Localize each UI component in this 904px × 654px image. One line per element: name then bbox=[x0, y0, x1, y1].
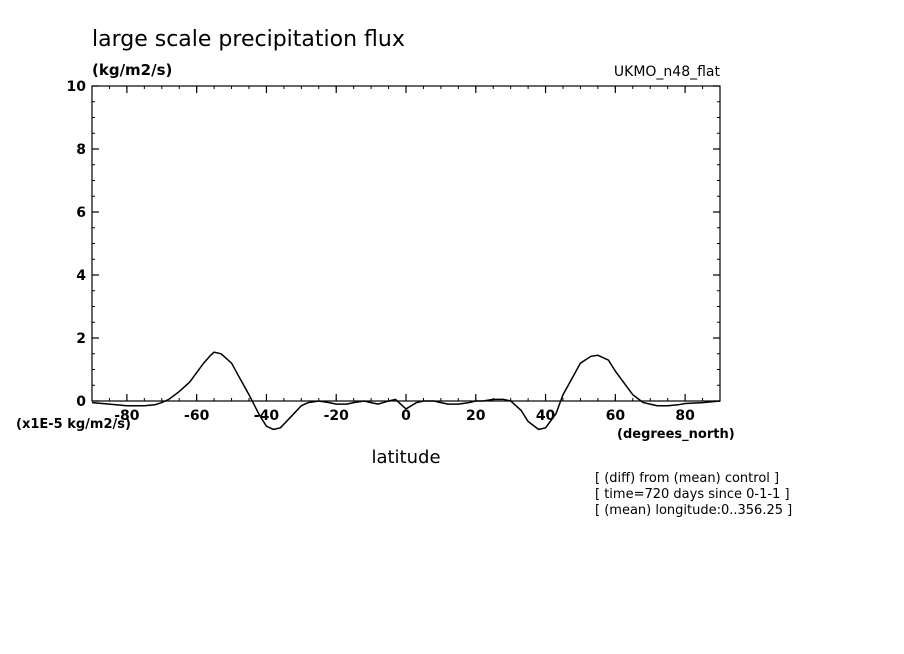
plot-frame bbox=[91, 85, 721, 402]
y-tick-label: 6 bbox=[76, 205, 86, 221]
y-minor-ticks bbox=[92, 85, 720, 402]
chart-units: (kg/m2/s) bbox=[92, 61, 172, 79]
x-tick-label: -60 bbox=[184, 408, 210, 424]
y-tick-labels: 0 2 4 6 8 10 bbox=[67, 79, 87, 410]
x-tick-label: 60 bbox=[606, 408, 626, 424]
y-major-ticks bbox=[92, 85, 720, 402]
y-tick-label: 10 bbox=[67, 79, 87, 95]
x-tick-label: -40 bbox=[254, 408, 280, 424]
y-scale-label: (x1E-5 kg/m2/s) bbox=[16, 417, 131, 432]
note-line-2: [ time=720 days since 0-1-1 ] bbox=[595, 487, 790, 502]
x-axis-label: latitude bbox=[371, 447, 440, 468]
x-tick-label: -20 bbox=[324, 408, 350, 424]
x-tick-label: -80 bbox=[114, 408, 140, 424]
model-label: UKMO_n48_flat bbox=[614, 64, 721, 80]
x-tick-label: 80 bbox=[675, 408, 695, 424]
chart-title: large scale precipitation flux bbox=[92, 27, 405, 52]
x-units-label: (degrees_north) bbox=[617, 427, 735, 442]
series-line bbox=[91, 351, 721, 431]
x-major-ticks bbox=[126, 86, 686, 401]
y-tick-label: 4 bbox=[76, 268, 86, 284]
x-tick-labels: -80 -60 -40 -20 0 20 40 60 80 bbox=[114, 408, 695, 424]
y-tick-label: 8 bbox=[76, 142, 86, 158]
x-tick-label: 20 bbox=[466, 408, 486, 424]
x-tick-label: 40 bbox=[536, 408, 556, 424]
note-line-3: [ (mean) longitude:0..356.25 ] bbox=[595, 503, 792, 518]
note-line-1: [ (diff) from (mean) control ] bbox=[595, 471, 779, 486]
x-minor-ticks bbox=[91, 86, 721, 401]
x-tick-label: 0 bbox=[401, 408, 411, 424]
y-tick-label: 0 bbox=[76, 394, 86, 410]
y-tick-label: 2 bbox=[76, 331, 86, 347]
